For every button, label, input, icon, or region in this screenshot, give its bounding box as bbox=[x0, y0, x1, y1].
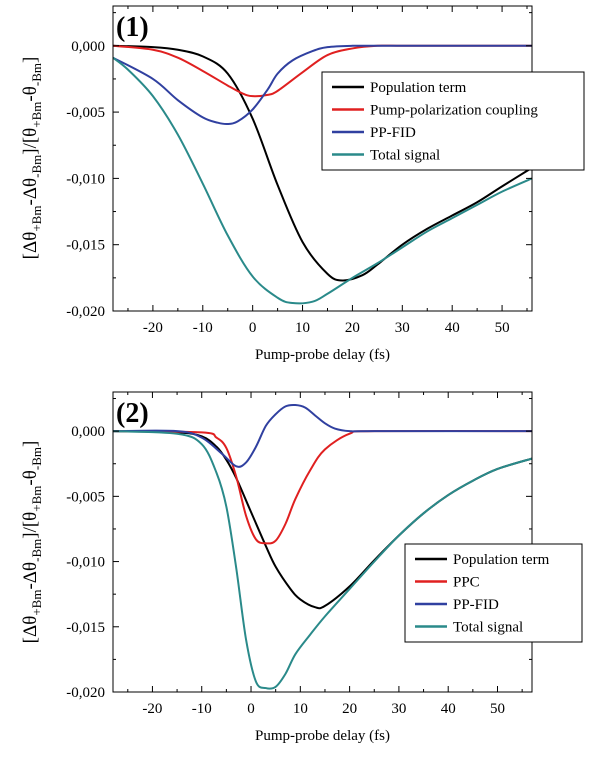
legend: Population term PPC PP-FID Total signal bbox=[404, 543, 583, 643]
y-tick-label: -0,010 bbox=[66, 555, 105, 571]
x-tick-label: 40 bbox=[441, 701, 456, 717]
x-tick-label: 50 bbox=[490, 701, 505, 717]
x-tick-label: 20 bbox=[345, 320, 360, 336]
panel-label: (1) bbox=[116, 12, 149, 43]
series-line-3 bbox=[113, 403, 532, 468]
x-tick-label: -20 bbox=[143, 320, 163, 336]
legend-entry: Total signal bbox=[453, 620, 523, 636]
x-tick-label: -10 bbox=[192, 701, 212, 717]
series-group bbox=[113, 403, 532, 690]
series-group bbox=[113, 44, 532, 305]
legend-entry: Pump-polarization coupling bbox=[370, 103, 538, 119]
x-tick-label: 0 bbox=[247, 701, 255, 717]
panel-label: (2) bbox=[116, 398, 149, 429]
x-tick-label: 30 bbox=[391, 701, 406, 717]
series-line-4 bbox=[113, 430, 532, 690]
chart-panel-2: -20 -10 0 10 20 30 40 50 0,000 -0,005 -0,010 -0,015… bbox=[20, 391, 583, 744]
x-tick-label: 50 bbox=[495, 320, 510, 336]
series-line-3 bbox=[113, 44, 532, 126]
y-tick-label: 0,000 bbox=[71, 424, 105, 440]
y-axis-label: [Δθ+Bm-Δθ-Bm]/[θ+Bm-θ-Bm] bbox=[20, 57, 44, 260]
x-tick-label: 0 bbox=[249, 320, 257, 336]
legend-entry: PPC bbox=[453, 575, 480, 591]
x-tick-label: -10 bbox=[193, 320, 213, 336]
series-line-4 bbox=[113, 56, 532, 305]
series-line-2 bbox=[113, 429, 532, 545]
x-tick-label: 10 bbox=[293, 701, 308, 717]
legend-box bbox=[321, 71, 585, 171]
series-line-1 bbox=[113, 44, 532, 282]
legend-entry: PP-FID bbox=[370, 125, 416, 141]
x-tick-label: 30 bbox=[395, 320, 410, 336]
y-tick-label: -0,005 bbox=[66, 489, 105, 505]
y-tick-label: 0,000 bbox=[71, 39, 105, 55]
y-tick-label: -0,020 bbox=[66, 304, 105, 320]
x-tick-label: 10 bbox=[295, 320, 310, 336]
legend-entry: Population term bbox=[453, 552, 550, 568]
plot-frame bbox=[112, 391, 533, 693]
x-tick-label: -20 bbox=[142, 701, 162, 717]
y-tick-label: -0,020 bbox=[66, 685, 105, 701]
x-axis-label: Pump-probe delay (fs) bbox=[255, 728, 390, 744]
legend-entry: PP-FID bbox=[453, 597, 499, 613]
x-tick-label: 20 bbox=[342, 701, 357, 717]
legend: Population term Pump-polarization couplin… bbox=[321, 71, 585, 171]
legend-entry: Total signal bbox=[370, 148, 440, 164]
y-tick-label: -0,010 bbox=[66, 171, 105, 187]
x-axis-label: Pump-probe delay (fs) bbox=[255, 347, 390, 363]
x-tick-label: 40 bbox=[445, 320, 460, 336]
y-axis-label: [Δθ+Bm-Δθ-Bm]/[θ+Bm-θ-Bm] bbox=[20, 441, 44, 644]
y-tick-label: -0,015 bbox=[66, 238, 105, 254]
y-tick-label: -0,005 bbox=[66, 105, 105, 121]
chart-panel-1: -20 -10 0 10 20 30 40 50 0,000 -0,005 -0,010 -0,015… bbox=[20, 5, 585, 363]
legend-entry: Population term bbox=[370, 80, 467, 96]
y-tick-label: -0,015 bbox=[66, 620, 105, 636]
